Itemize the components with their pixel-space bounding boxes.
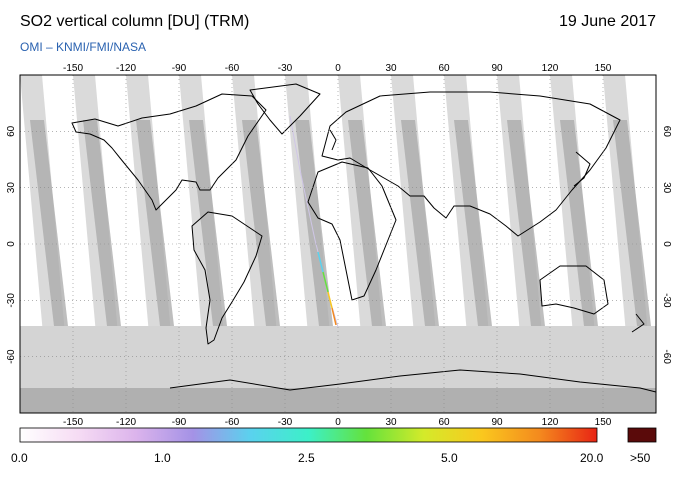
colorbar-label-0: 0.0 [11,451,28,465]
north-america-coast [71,93,267,211]
lon-tick-label-bottom: -150 [63,417,83,428]
lat-tick-label-left: -60 [6,349,17,364]
axis-ticks: -150 -150 -120 -120 -90 -90 -60 -60 -30 -30 0 0 30 30… [6,63,672,428]
lat-tick-label-right: -60 [661,349,672,364]
lat-tick-label-right: -30 [661,293,672,308]
map-title: SO2 vertical column [DU] (TRM) [20,13,250,30]
antarctica-coast [169,369,656,393]
lat-tick-label-left: 60 [6,125,17,137]
orbit-overlap-swath [560,120,598,326]
orbit-overlap-swath [507,120,545,326]
lon-tick-label-top: -150 [63,63,83,74]
lon-tick-label-top: -60 [225,63,240,74]
lon-tick-label-bottom: -90 [172,417,187,428]
orbit-overlap-swath [30,120,68,326]
new-zealand-coast [631,313,645,333]
orbit-overlap-swath [401,120,439,326]
lon-tick-label-bottom: -30 [278,417,293,428]
map-layers [20,75,656,413]
lon-tick-label-top: 90 [491,63,503,74]
britain-coast [329,129,337,151]
colorbar-label-1: 1.0 [154,451,171,465]
lat-tick-label-left: 0 [6,241,17,247]
lon-tick-label-top: -30 [278,63,293,74]
lon-tick-label-bottom: 30 [385,417,397,428]
lon-tick-label-top: 60 [438,63,450,74]
lon-tick-label-top: 120 [542,63,559,74]
australia-coast [539,265,609,315]
lon-tick-label-bottom: -60 [225,417,240,428]
lon-tick-label-top: 150 [595,63,612,74]
so2-signal-streak [317,251,337,326]
map-frame [19,74,657,414]
orbit-overlap-swath [348,120,386,326]
colorbar-label-5: >50 [630,451,651,465]
japan-coast [573,151,591,187]
colorbar-overflow-swatch [627,427,657,443]
lon-tick-label-top: 30 [385,63,397,74]
orbit-overlap-swath [136,120,174,326]
colorbar-label-4: 20.0 [580,451,604,465]
polar-night-region [20,388,656,413]
greenland-coast [249,83,321,135]
dark-swaths [30,120,651,326]
lat-tick-label-left: -30 [6,293,17,308]
lon-tick-label-bottom: 120 [542,417,559,428]
lon-tick-label-bottom: -120 [116,417,136,428]
africa-coast [307,161,397,301]
orbit-overlap-swath [454,120,492,326]
lon-tick-label-top: 0 [335,63,341,74]
lon-tick-label-bottom: 90 [491,417,503,428]
south-america-coast [191,211,263,345]
map-date: 19 June 2017 [559,13,656,30]
lon-tick-label-top: -120 [116,63,136,74]
eurasia-coast [321,91,621,237]
data-credit: OMI – KNMI/FMI/NASA [20,40,147,54]
colorbar [19,427,598,443]
lon-tick-label-top: -90 [172,63,187,74]
lat-tick-label-right: 0 [661,241,672,247]
colorbar-label-3: 5.0 [441,451,458,465]
orbit-overlap-swath [83,120,121,326]
lat-tick-label-right: 30 [661,182,672,194]
lat-tick-label-right: 60 [661,126,672,138]
orbit-overlap-swath [189,120,227,326]
lon-tick-label-bottom: 60 [438,417,450,428]
orbit-overlap-swath [613,120,651,326]
lat-tick-label-left: 30 [6,182,17,194]
colorbar-label-2: 2.5 [298,451,315,465]
lon-tick-label-bottom: 150 [595,417,612,428]
orbit-overlap-swath [242,120,280,326]
coastlines [71,83,656,393]
lon-tick-label-bottom: 0 [335,417,341,428]
graticule [20,75,656,413]
